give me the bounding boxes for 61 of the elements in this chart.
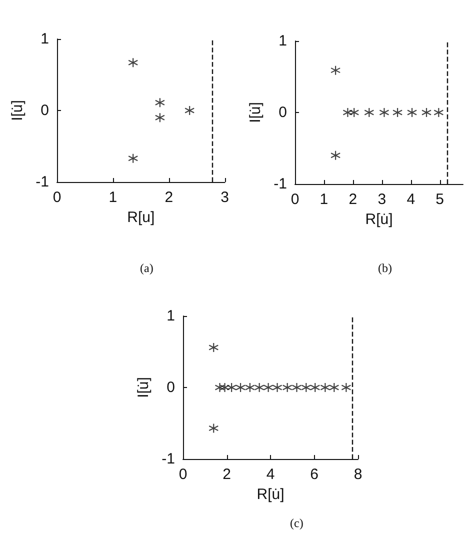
y-tick-label: 0 <box>40 102 49 119</box>
x-tick-label: 4 <box>266 466 275 483</box>
x-axis-title: R[u̇] <box>365 211 393 228</box>
point <box>184 105 195 116</box>
point <box>392 107 403 118</box>
y-axis-title: I[u̇] <box>246 102 264 123</box>
point <box>254 382 264 393</box>
point <box>421 107 432 118</box>
point <box>208 342 219 353</box>
x-tick-label: 0 <box>52 189 62 206</box>
x-tick-label: 3 <box>220 189 229 206</box>
point <box>330 65 341 76</box>
point <box>154 112 165 123</box>
y-tick-label: -1 <box>162 450 175 468</box>
point <box>364 107 374 118</box>
y-tick-label: 0 <box>166 379 175 396</box>
point <box>128 58 138 68</box>
text: (b) <box>378 261 392 275</box>
point <box>235 382 246 393</box>
point <box>341 382 352 393</box>
x-tick-label: 4 <box>406 191 416 208</box>
point <box>292 382 302 393</box>
point <box>406 107 418 118</box>
point <box>329 382 340 393</box>
point <box>128 153 138 164</box>
x-tick-label: 6 <box>310 466 318 483</box>
y-axis-title: I[u̇] <box>8 100 26 121</box>
y-axis-title: I[u̇] <box>134 377 152 398</box>
text: (a) <box>140 261 154 275</box>
x-tick-label: 0 <box>290 191 300 208</box>
text: (c) <box>290 516 304 530</box>
point <box>263 382 274 393</box>
point <box>208 423 219 434</box>
x-tick-label: 2 <box>222 466 231 483</box>
x-tick-label: 2 <box>164 189 174 206</box>
x-tick-label: 1 <box>108 189 118 206</box>
point <box>330 150 341 160</box>
point <box>154 98 165 108</box>
y-tick-label: 1 <box>166 308 175 324</box>
y-tick-label: 1 <box>278 32 287 50</box>
x-axis-title: R[u] <box>127 209 155 226</box>
point <box>226 382 237 393</box>
y-tick-label: -1 <box>36 174 49 190</box>
x-tick-label: 2 <box>348 191 358 208</box>
point <box>379 107 390 118</box>
y-tick-label: 1 <box>40 30 49 48</box>
y-tick-label: 0 <box>278 104 287 121</box>
x-tick-label: 8 <box>354 466 362 483</box>
point <box>310 382 320 393</box>
point <box>282 382 292 393</box>
point <box>301 382 312 393</box>
point <box>434 107 444 118</box>
y-tick-label: -1 <box>274 176 287 192</box>
x-axis-title: R[u̇] <box>256 486 284 503</box>
x-tick-label: 0 <box>178 466 188 483</box>
x-tick-label: 5 <box>436 191 444 208</box>
point <box>272 382 282 393</box>
x-tick-label: 1 <box>320 191 328 208</box>
point <box>320 382 330 393</box>
x-tick-label: 3 <box>378 191 386 208</box>
point <box>244 382 255 393</box>
